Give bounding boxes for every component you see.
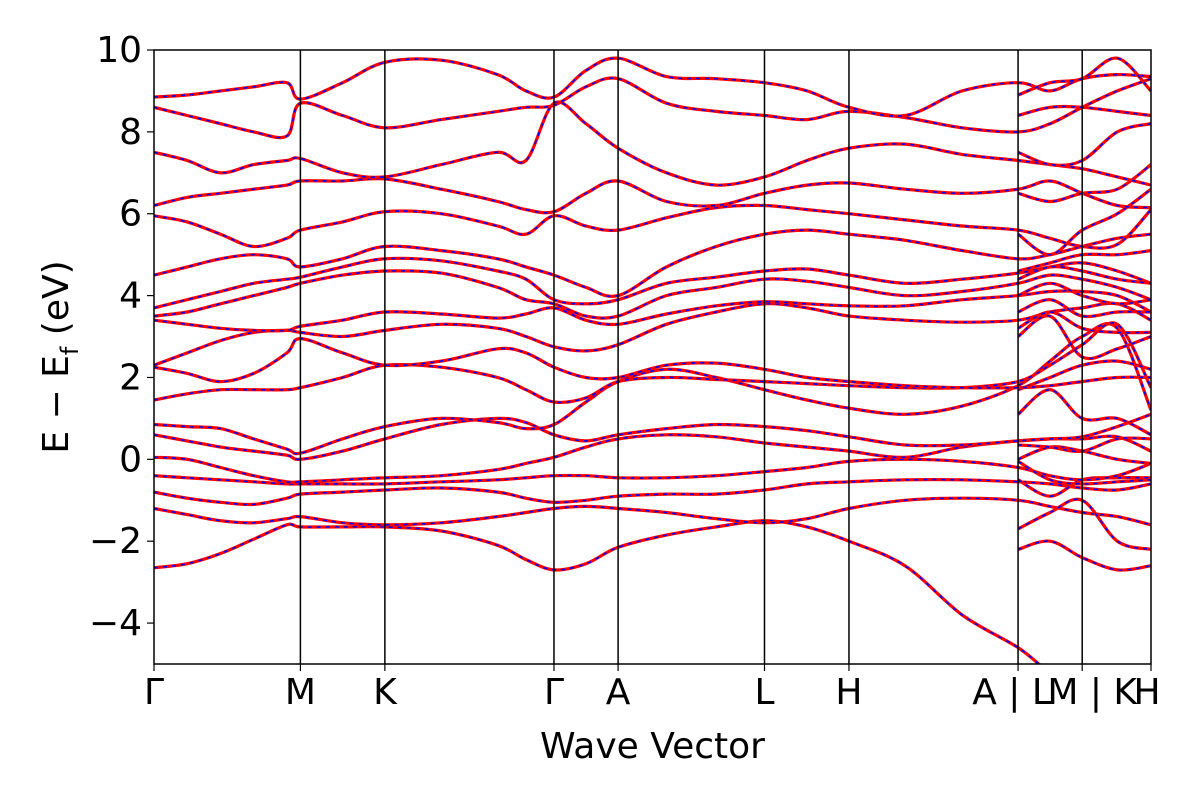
band-14-segment-0-dashed: [154, 204, 1151, 249]
y-ticks: −4 −2 0 2 4 6 8 10: [89, 30, 154, 644]
y-tick-label-5: 6: [119, 194, 142, 235]
band-14-segment-0-solid: [154, 203, 1151, 250]
x-tick-label-8: M | K: [1047, 672, 1138, 713]
band-8-segment-0-dashed: [154, 337, 1151, 389]
x-tick-label-0: Γ: [144, 672, 164, 713]
band-18-segment-0-dashed: [154, 57, 1151, 117]
band-0-segment-1-dashed: [1017, 540, 1151, 571]
svg-text:E − Ef (eV): E − Ef (eV): [36, 260, 84, 453]
x-tick-label-5: L: [754, 672, 774, 713]
band-11-segment-0-dashed: [154, 270, 1151, 319]
y-tick-label-1: −2: [89, 521, 142, 562]
band-4-segment-0-dashed: [154, 433, 1151, 484]
band-16-segment-1-solid: [1017, 122, 1151, 167]
plot-frame: [153, 49, 1152, 665]
band-14-segment-1-dashed: [1017, 188, 1151, 256]
x-tick-label-3: Γ: [544, 672, 564, 713]
band-13-segment-0-dashed: [154, 229, 1151, 298]
band-5-segment-0-dashed: [154, 413, 1151, 461]
y-tick-label-7: 10: [96, 30, 142, 71]
x-tick-label-2: K: [373, 672, 398, 713]
band-16-segment-0-dashed: [154, 101, 1151, 186]
y-axis-title: E − Ef (eV): [36, 260, 84, 453]
x-tick-label-9: H: [1133, 672, 1160, 713]
band-17-segment-0-solid: [154, 76, 1151, 140]
band-9-segment-0-solid: [154, 301, 1151, 367]
band-15-segment-0-dashed: [154, 177, 1151, 214]
band-1-segment-0-dashed: [154, 497, 1151, 526]
y-tick-label-4: 4: [119, 276, 142, 317]
band-18-segment-0-solid: [154, 56, 1151, 118]
kpoint-lines: [299, 50, 1083, 664]
band-16-segment-0-solid: [154, 100, 1151, 187]
band-1-segment-1-dashed: [1017, 498, 1151, 551]
band-8-segment-0-solid: [154, 336, 1151, 390]
band-3-segment-0-solid: [154, 457, 1151, 486]
y-tick-label-0: −4: [89, 603, 142, 644]
y-tick-label-3: 2: [119, 357, 142, 398]
y-tick-label-2: 0: [119, 439, 142, 480]
band-0-segment-0-dashed: [154, 519, 1041, 664]
band-10-segment-0-dashed: [154, 290, 1151, 332]
band-7-segment-0-solid: [154, 321, 1151, 405]
band-12-segment-0-dashed: [154, 257, 1151, 309]
x-axis-title: Wave Vector: [540, 726, 765, 767]
x-tick-label-1: M: [285, 672, 316, 713]
x-tick-label-4: A: [606, 672, 631, 713]
band-2-segment-0-dashed: [154, 478, 1151, 506]
band-6-segment-1-solid: [1017, 388, 1151, 437]
bands-layer: [154, 56, 1151, 664]
x-tick-label-7: A | L: [972, 672, 1052, 713]
x-tick-label-6: H: [835, 672, 862, 713]
y-axis-title-main: E − E: [36, 355, 77, 454]
y-tick-label-6: 8: [119, 112, 142, 153]
band-17-segment-0-dashed: [154, 77, 1151, 139]
band-7-segment-0-dashed: [154, 322, 1151, 404]
band-6-segment-0-dashed: [154, 322, 1151, 455]
band-10-segment-1-dashed: [1017, 298, 1151, 318]
band-17-segment-1-solid: [1017, 104, 1151, 118]
y-axis-title-subscript: f: [56, 346, 84, 355]
y-axis-title-unit: (eV): [36, 260, 77, 346]
band-1-segment-0-solid: [154, 496, 1151, 527]
